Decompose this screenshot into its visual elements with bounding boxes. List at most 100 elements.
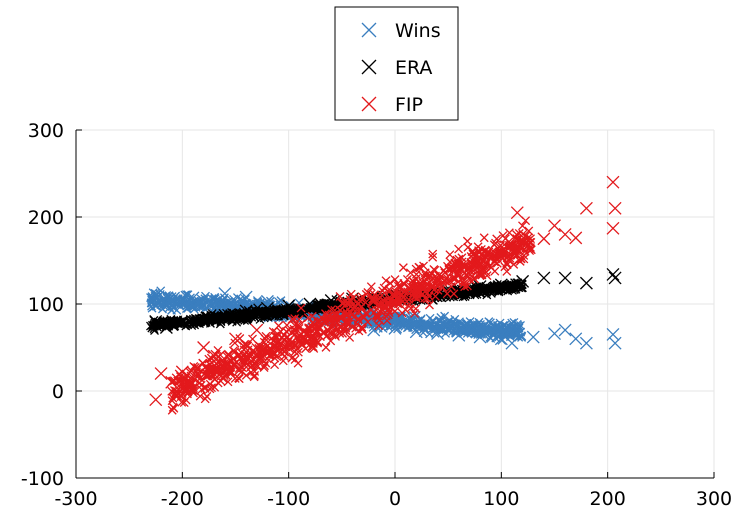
- data-point: [508, 285, 517, 295]
- data-point: [239, 359, 248, 369]
- data-point: [431, 327, 444, 341]
- data-point: [207, 349, 221, 363]
- data-point: [239, 356, 249, 366]
- data-point: [519, 250, 529, 260]
- data-point: [460, 282, 470, 292]
- data-point: [512, 230, 522, 240]
- data-point: [307, 322, 317, 332]
- legend-item-era: ERA: [361, 57, 432, 79]
- data-point: [357, 324, 367, 334]
- data-point: [398, 263, 408, 273]
- data-point: [385, 278, 395, 288]
- data-point: [377, 305, 387, 315]
- data-point: [453, 268, 462, 278]
- data-point: [159, 321, 173, 334]
- data-point: [175, 300, 185, 310]
- data-point: [218, 358, 232, 372]
- data-point: [526, 330, 540, 344]
- legend-item-fip: FIP: [361, 94, 423, 116]
- data-point: [206, 367, 216, 377]
- data-point: [395, 283, 405, 293]
- data-point: [430, 324, 440, 334]
- data-point: [558, 323, 572, 337]
- data-point: [261, 331, 271, 341]
- data-point: [149, 393, 163, 407]
- data-point: [504, 228, 514, 238]
- data-point: [270, 360, 280, 370]
- data-point: [377, 290, 387, 300]
- data-point: [425, 300, 434, 310]
- data-point: [513, 321, 523, 331]
- data-point: [202, 391, 212, 401]
- series-fip: [149, 175, 622, 415]
- data-point: [505, 241, 515, 251]
- data-point: [548, 219, 561, 233]
- data-point: [422, 322, 432, 332]
- data-point: [453, 258, 463, 268]
- data-point: [449, 289, 459, 299]
- data-point: [401, 305, 411, 315]
- data-point: [229, 346, 238, 356]
- data-point: [524, 226, 534, 236]
- data-point: [175, 316, 189, 330]
- legend-label: Wins: [395, 20, 441, 42]
- data-point: [468, 247, 478, 256]
- y-axis-ticks: 300 200 100 0 -100: [21, 120, 82, 490]
- data-point: [335, 292, 345, 301]
- x-tick-label: 300: [696, 488, 732, 510]
- data-point: [328, 318, 338, 328]
- data-point: [324, 294, 338, 307]
- data-point: [515, 243, 525, 253]
- data-point: [234, 373, 244, 383]
- data-point: [321, 342, 331, 352]
- data-point: [510, 206, 524, 220]
- legend-marker-icon: [361, 22, 377, 38]
- data-point: [327, 305, 336, 314]
- data-point: [502, 258, 512, 268]
- data-point: [154, 367, 168, 381]
- data-point: [167, 386, 177, 396]
- data-point: [218, 287, 232, 301]
- x-tick-label: -100: [267, 488, 310, 510]
- data-point: [335, 312, 345, 322]
- data-point: [260, 361, 269, 371]
- data-point: [326, 322, 336, 332]
- data-point: [270, 308, 280, 318]
- data-point: [386, 303, 396, 313]
- data-point: [186, 371, 200, 385]
- data-point: [171, 318, 181, 328]
- x-tick-label: -300: [54, 488, 97, 510]
- data-point: [290, 355, 300, 365]
- data-point: [204, 354, 214, 364]
- data-point: [478, 286, 488, 296]
- x-axis-ticks: -300 -200 -100 0 100 200 300: [54, 472, 732, 510]
- y-tick-label: 0: [52, 381, 64, 403]
- data-point: [259, 308, 269, 318]
- data-point: [195, 391, 205, 401]
- data-point: [606, 175, 620, 189]
- data-point: [398, 297, 408, 307]
- legend: Wins ERA FIP: [334, 6, 459, 121]
- data-point: [505, 336, 519, 350]
- data-point: [192, 364, 202, 374]
- data-point: [462, 236, 472, 246]
- data-point: [319, 300, 329, 310]
- data-point: [496, 240, 506, 250]
- data-point: [430, 291, 440, 301]
- data-point: [357, 292, 367, 302]
- data-point: [502, 266, 512, 276]
- data-point: [186, 319, 196, 329]
- data-point: [431, 275, 444, 289]
- data-point: [492, 234, 502, 244]
- data-point: [579, 201, 593, 215]
- data-point: [473, 280, 487, 294]
- data-point: [519, 254, 529, 264]
- data-point: [473, 330, 487, 344]
- data-point: [260, 346, 270, 356]
- data-point: [230, 373, 240, 383]
- data-point: [252, 362, 262, 372]
- data-point: [303, 313, 313, 323]
- data-point: [458, 277, 468, 286]
- data-point: [345, 332, 355, 342]
